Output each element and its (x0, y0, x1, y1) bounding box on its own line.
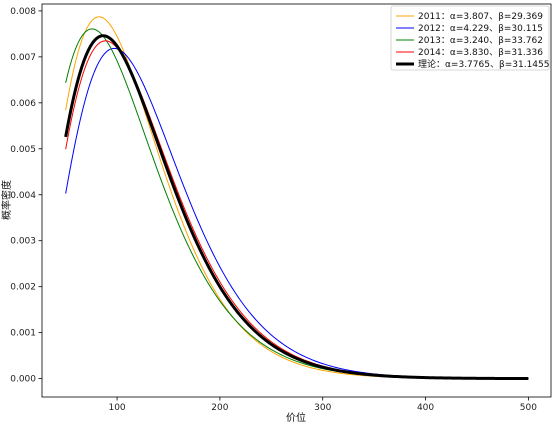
series-line-4 (64, 34, 529, 381)
y-tick-label: 0.004 (10, 191, 36, 201)
x-tick-label: 100 (108, 403, 125, 413)
x-tick-label: 500 (520, 403, 537, 413)
x-tick-label: 200 (211, 403, 228, 413)
legend-label-2: 2013：α=3.240、β=33.762 (418, 36, 543, 46)
y-tick-label: 0.000 (10, 375, 36, 385)
x-axis-label: 价位 (286, 411, 306, 424)
series-line-1 (65, 47, 529, 380)
series-line-0 (65, 16, 529, 380)
y-tick-label: 0.007 (10, 53, 36, 63)
y-axis-label: 概率密度 (0, 180, 13, 220)
legend-frame (390, 5, 550, 71)
legend-label-4: 理论：α=3.7765、β=31.1455 (418, 58, 549, 70)
y-tick-label: 0.006 (10, 99, 36, 109)
legend-label-0: 2011：α=3.807、β=29.369 (418, 12, 543, 22)
x-ticks: 100 200 300 400 500 (108, 397, 537, 413)
series-line-3 (65, 40, 529, 380)
series-layer (64, 16, 529, 381)
legend-label-3: 2014：α=3.830、β=31.336 (418, 48, 543, 58)
plot-frame (41, 3, 552, 398)
x-tick-label: 300 (314, 403, 331, 413)
y-tick-label: 0.003 (10, 237, 36, 247)
legend: 2011：α=3.807、β=29.369 2012：α=4.229、β=30.1… (390, 5, 550, 71)
y-tick-label: 0.002 (10, 283, 36, 293)
y-ticks: 0.000 0.001 0.002 0.003 0.004 0.005 0.006 0.007… (10, 7, 42, 385)
legend-label-1: 2012：α=4.229、β=30.115 (418, 24, 543, 34)
y-tick-label: 0.001 (10, 329, 36, 339)
x-tick-label: 400 (417, 403, 434, 413)
y-tick-label: 0.008 (10, 7, 36, 17)
y-tick-label: 0.005 (10, 145, 36, 155)
